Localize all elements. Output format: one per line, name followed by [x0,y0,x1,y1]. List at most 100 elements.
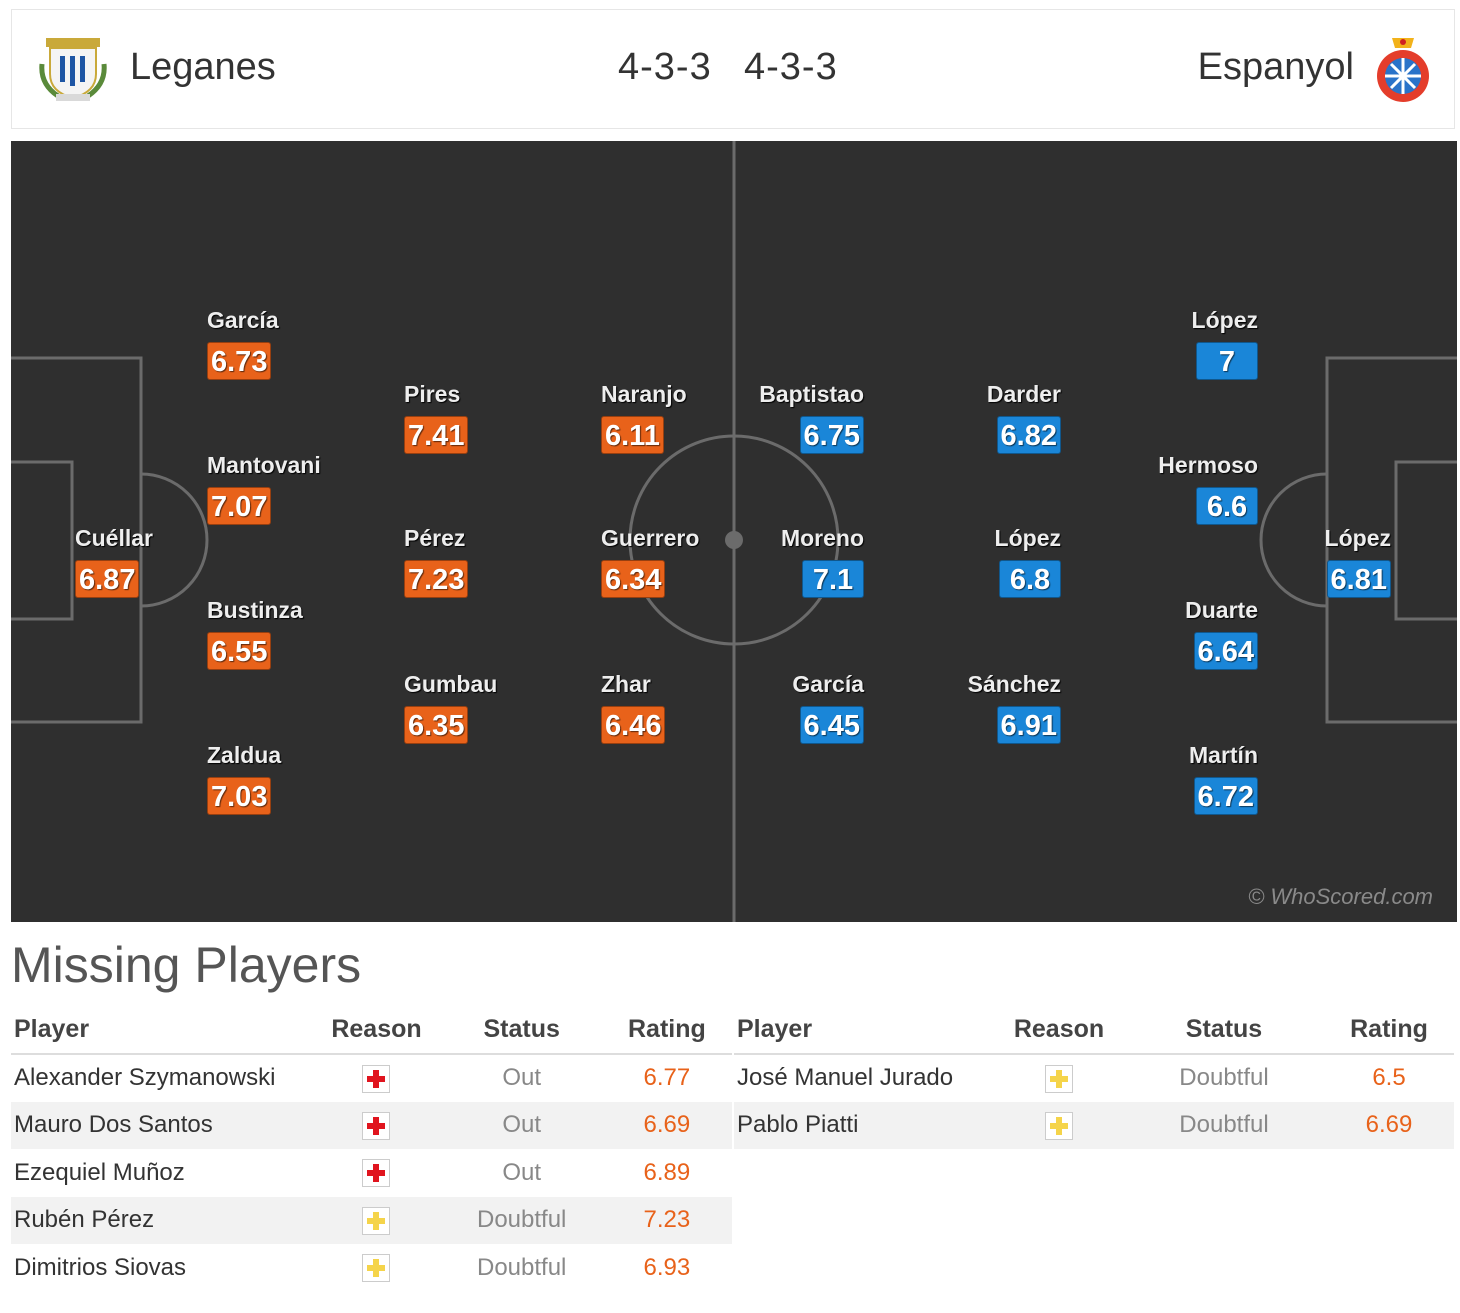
column-header-player[interactable]: Player [734,1006,994,1055]
player-name: Guerrero [601,525,700,551]
missing-player-name[interactable]: José Manuel Jurado [737,1064,954,1092]
away-player-fwd-1[interactable]: Baptistao 6.75 [756,381,864,454]
player-rating: 7.07 [207,487,272,525]
column-header-rating[interactable]: Rating [1324,1006,1454,1055]
missing-rating: 6.5 [1372,1064,1406,1092]
player-rating: 6.81 [1326,560,1391,598]
missing-player-name[interactable]: Rubén Pérez [11,1196,312,1244]
column-header-status[interactable]: Status [1124,1006,1324,1055]
player-name: López [1324,525,1391,551]
injury-icon [362,1064,391,1093]
missing-status: Doubtful [441,1196,602,1244]
player-name: Darder [986,381,1061,407]
player-rating: 6.64 [1193,632,1258,670]
player-rating: 6.75 [799,416,864,454]
table-row: José Manuel Jurado Doubtful 6.5 [734,1054,1454,1102]
player-name: García [207,307,279,333]
away-player-def-4[interactable]: Martín 6.72 [1148,742,1258,815]
pitch: Cuéllar 6.87 García 6.73 Mantovani 7.07 … [11,141,1457,922]
home-player-mid-2[interactable]: Pérez 7.23 [404,525,469,598]
away-player-fwd-2[interactable]: Moreno 7.1 [756,525,864,598]
player-name: Naranjo [601,381,687,407]
player-rating: 6.72 [1193,777,1258,815]
column-header-player[interactable]: Player [11,1006,312,1055]
column-header-status[interactable]: Status [441,1006,602,1055]
away-player-mid-3[interactable]: Sánchez 6.91 [951,671,1061,744]
injury-icon [362,1111,391,1140]
doubtful-icon [362,1206,391,1235]
player-name: Zhar [601,671,651,697]
player-name: Cuéllar [75,525,153,551]
player-rating: 6.91 [996,706,1061,744]
missing-player-name[interactable]: Alexander Szymanowski [14,1064,276,1092]
leganes-crest-icon[interactable] [38,34,108,104]
away-missing-table: Player Reason Status Rating José Manuel … [734,1006,1454,1149]
player-rating: 6.82 [996,416,1061,454]
missing-player-name[interactable]: Dimitrios Siovas [14,1253,187,1281]
missing-status: Doubtful [1124,1101,1324,1149]
player-rating: 7.03 [207,777,272,815]
home-formation: 4-3-3 [618,46,712,88]
home-player-mid-1[interactable]: Pires 7.41 [404,381,469,454]
player-name: López [1191,307,1258,333]
missing-player-name[interactable]: Ezequiel Muñoz [14,1158,185,1186]
player-name: Zaldua [207,742,282,768]
home-player-fwd-1[interactable]: Naranjo 6.11 [601,381,687,454]
away-team-name[interactable]: Espanyol [1197,46,1354,88]
home-player-def-1[interactable]: García 6.73 [207,307,279,380]
doubtful-icon [362,1254,391,1283]
missing-player-name[interactable]: Pablo Piatti [734,1101,994,1149]
away-player-def-2[interactable]: Hermoso 6.6 [1148,452,1258,525]
missing-status: Doubtful [476,1253,567,1281]
player-name: García [792,671,864,697]
missing-rating: 6.93 [643,1253,691,1281]
away-player-fwd-3[interactable]: García 6.45 [756,671,864,744]
home-player-mid-3[interactable]: Gumbau 6.35 [404,671,497,744]
missing-rating: 6.69 [1324,1101,1454,1149]
home-player-fwd-3[interactable]: Zhar 6.46 [601,671,666,744]
column-header-reason[interactable]: Reason [311,1006,442,1055]
home-player-def-2[interactable]: Mantovani 7.07 [207,452,321,525]
player-rating: 7.41 [404,416,469,454]
away-player-mid-2[interactable]: López 6.8 [951,525,1061,598]
away-formation: 4-3-3 [744,46,838,88]
missing-status: Doubtful [1179,1064,1269,1092]
player-name: Hermoso [1158,452,1258,478]
player-rating: 6.55 [207,632,272,670]
away-player-mid-1[interactable]: Darder 6.82 [951,381,1061,454]
player-name: Baptistao [759,381,864,407]
home-player-def-3[interactable]: Bustinza 6.55 [207,597,303,670]
missing-status: Out [441,1101,602,1149]
column-header-reason[interactable]: Reason [994,1006,1124,1055]
player-rating: 6.8 [999,560,1061,598]
missing-status: Out [502,1064,542,1092]
home-player-def-4[interactable]: Zaldua 7.03 [207,742,281,815]
home-player-fwd-2[interactable]: Guerrero 6.34 [601,525,699,598]
player-name: Duarte [1185,597,1258,623]
doubtful-icon [1045,1064,1073,1093]
player-rating: 6.45 [799,706,864,744]
table-row: Alexander Szymanowski Out 6.77 [11,1054,732,1102]
missing-player-name[interactable]: Mauro Dos Santos [11,1101,312,1149]
table-row: Dimitrios Siovas Doubtful 6.93 [11,1244,732,1292]
missing-status: Out [502,1158,542,1186]
home-player-gk[interactable]: Cuéllar 6.87 [75,525,153,598]
table-row: Rubén Pérez Doubtful 7.23 [11,1196,732,1244]
player-rating: 6.73 [207,342,272,380]
player-name: López [994,525,1061,551]
player-rating: 6.6 [1196,487,1258,525]
player-rating: 6.35 [404,706,469,744]
match-header: Leganes 4-3-3 4-3-3 Espanyol [11,9,1455,129]
player-name: Pires [404,381,461,407]
column-header-rating[interactable]: Rating [601,1006,732,1055]
player-name: Martín [1189,742,1258,768]
espanyol-crest-icon[interactable] [1368,34,1438,104]
away-player-def-1[interactable]: López 7 [1148,307,1258,380]
player-rating: 6.87 [75,560,140,598]
home-team-name[interactable]: Leganes [130,46,276,88]
player-name: Pérez [404,525,466,551]
player-name: Moreno [780,525,864,551]
away-player-gk[interactable]: López 6.81 [1301,525,1391,598]
player-name: Mantovani [207,452,321,478]
away-player-def-3[interactable]: Duarte 6.64 [1148,597,1258,670]
